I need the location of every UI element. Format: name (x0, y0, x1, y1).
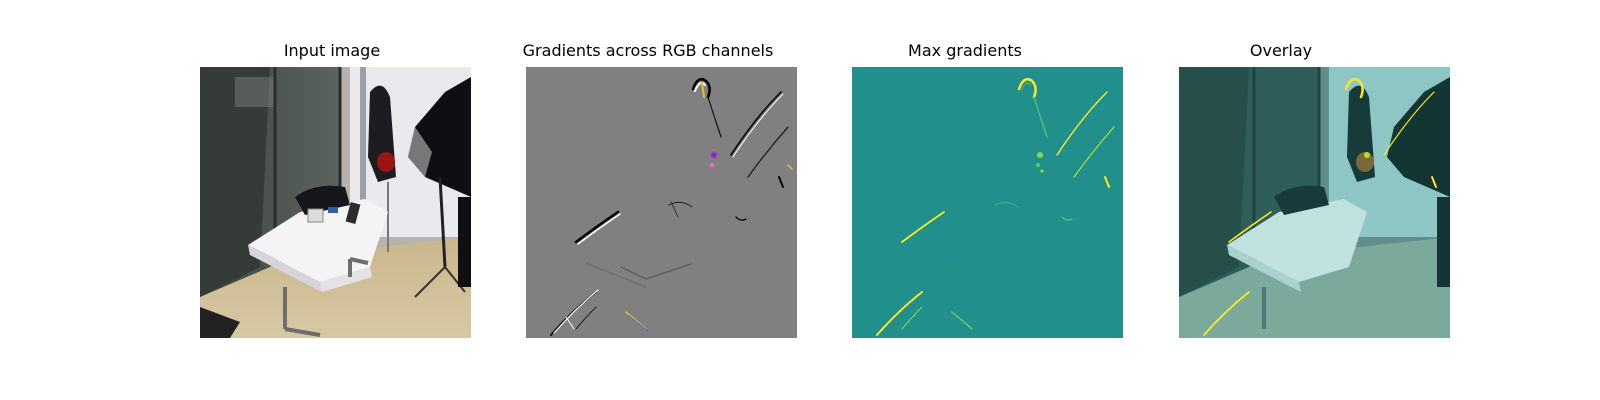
input-image-drawing (200, 67, 471, 338)
max-gradients-image (852, 67, 1123, 338)
input-image (200, 67, 471, 338)
panel-title-overlay: Overlay (1131, 41, 1431, 61)
panel-title-max-gradients: Max gradients (815, 41, 1115, 61)
panel-title-input: Input image (182, 41, 482, 61)
gradients-rgb-drawing (526, 67, 797, 338)
overlay-drawing (1179, 67, 1450, 338)
overlay-image (1179, 67, 1450, 338)
max-gradients-drawing (852, 67, 1123, 338)
panel-title-gradients: Gradients across RGB channels (498, 41, 798, 61)
gradients-rgb-image (526, 67, 797, 338)
